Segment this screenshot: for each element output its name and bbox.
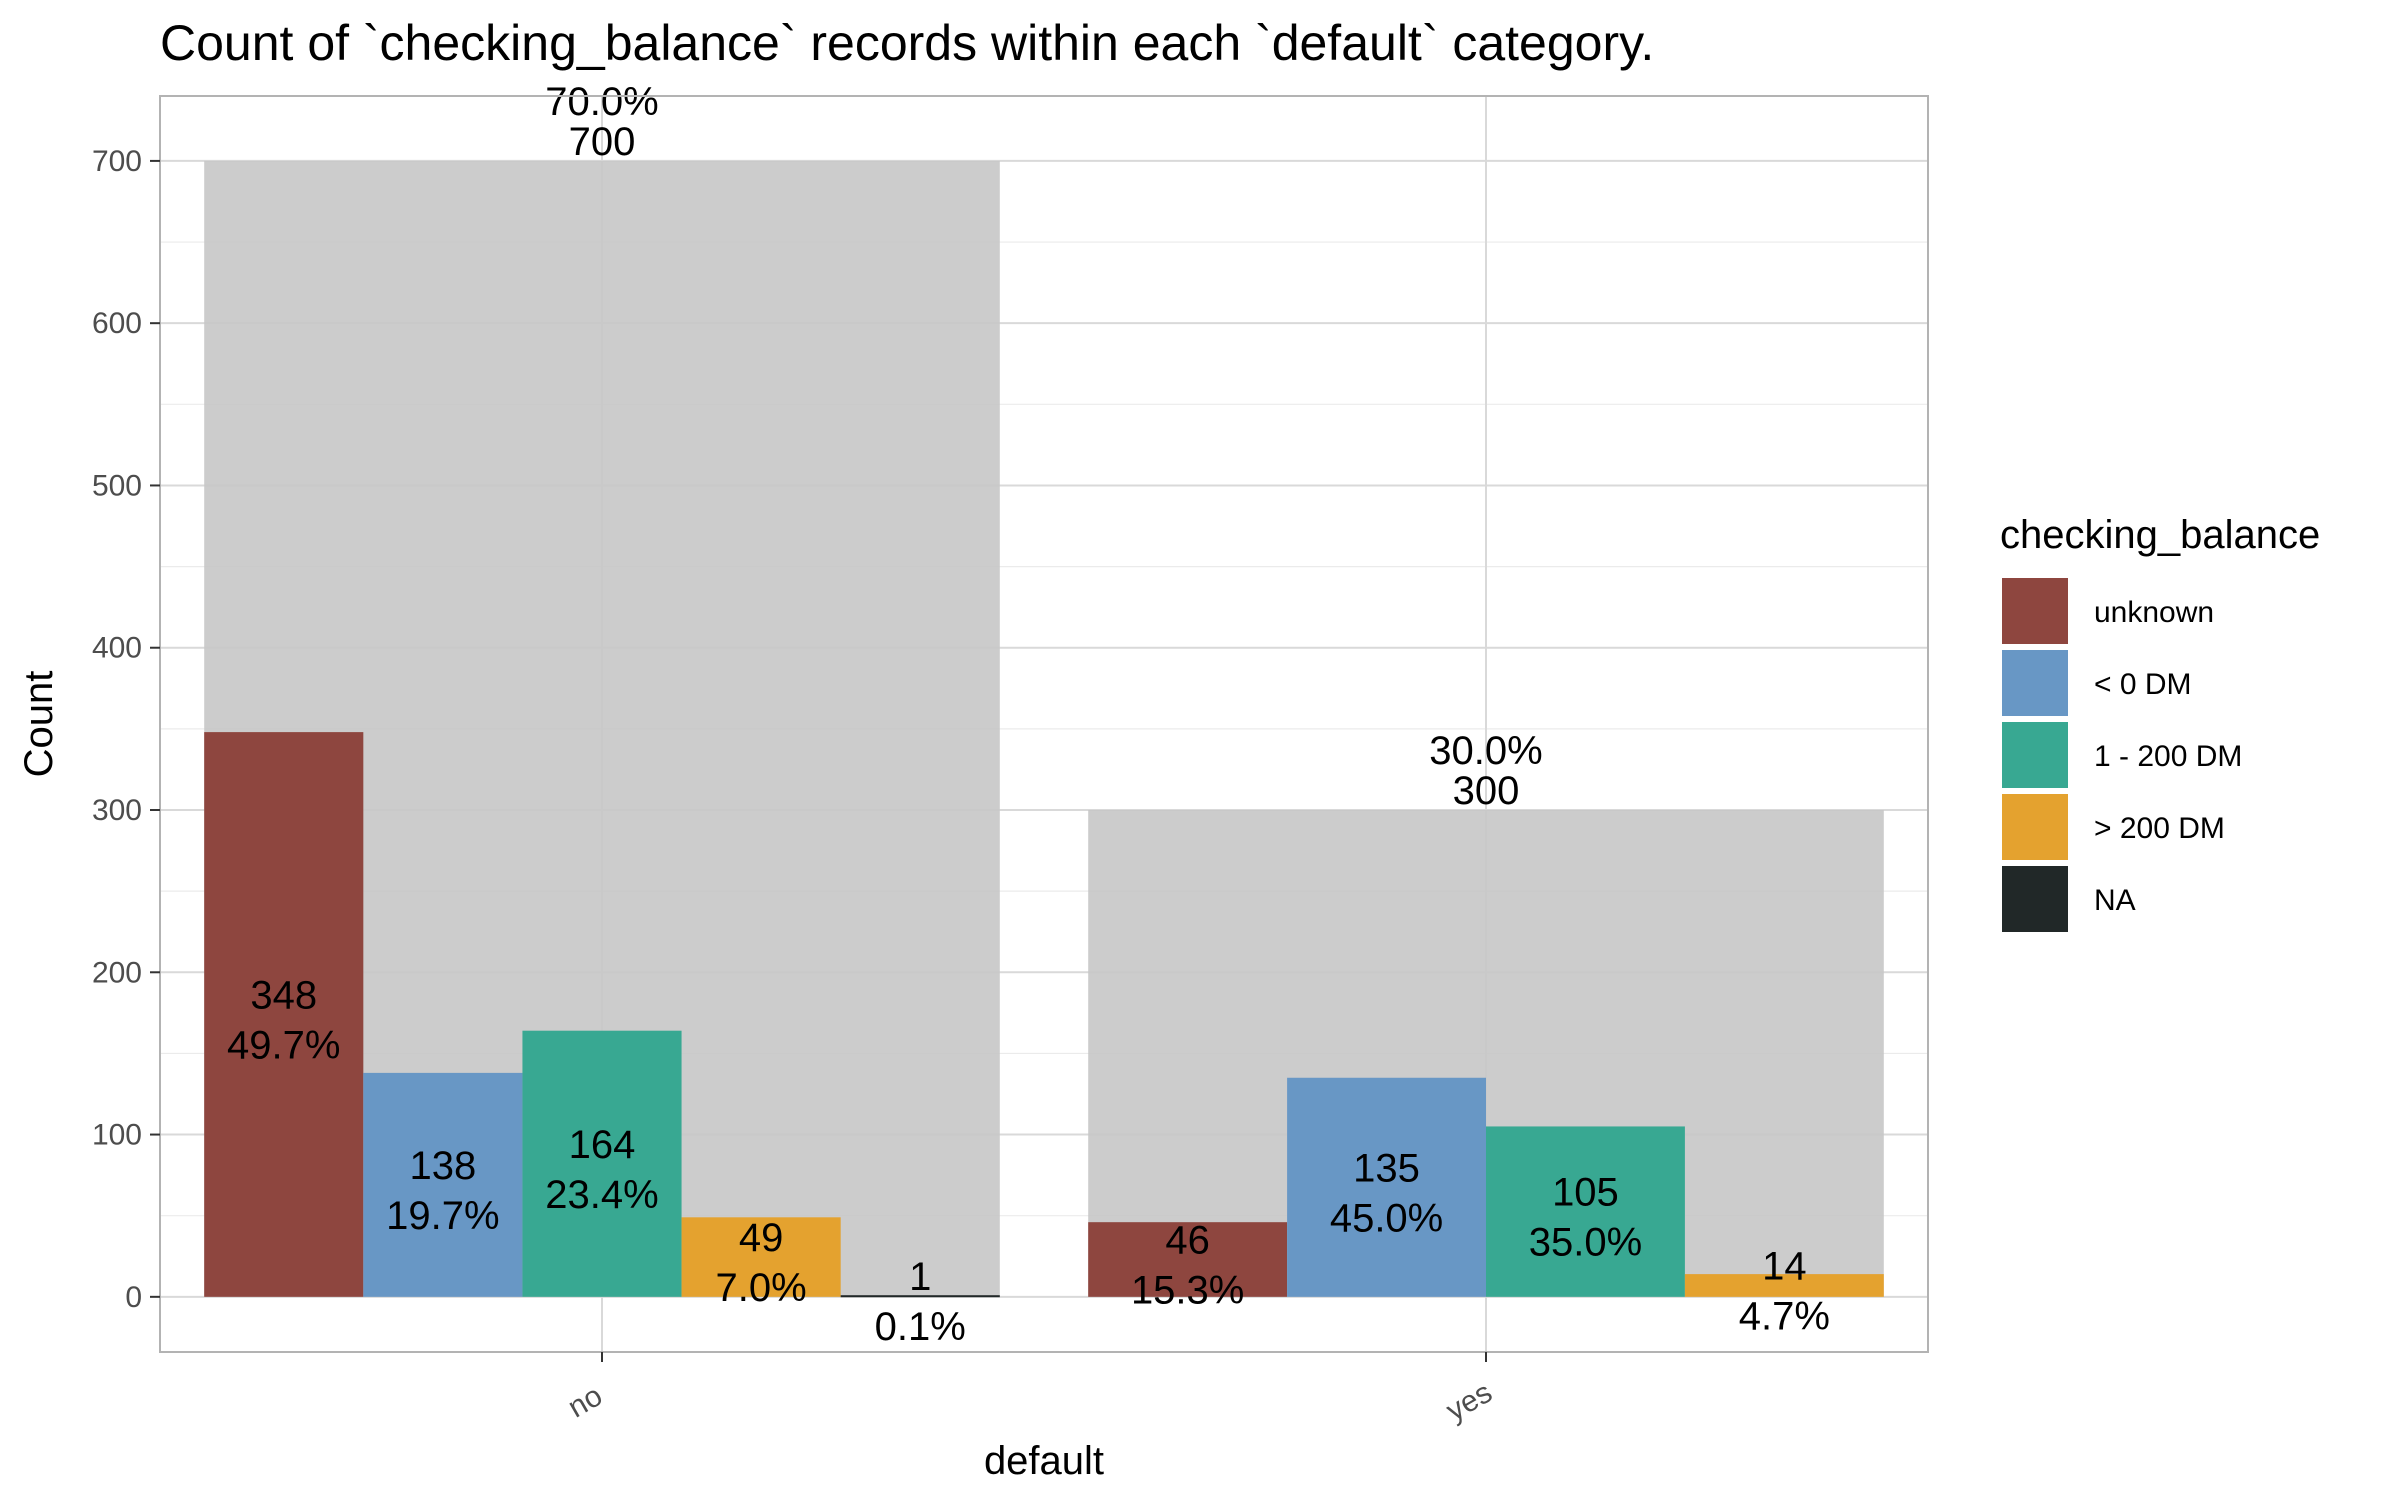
total-label-percent: 30.0% [1429,729,1542,773]
bar-yes-1-200-dm [1486,1126,1685,1297]
data-label-value: 105 [1552,1171,1619,1215]
legend-swatch [2002,866,2068,932]
bar-no-1-200-dm [522,1030,682,1297]
y-axis-title: Count [17,671,61,778]
y-tick-label: 600 [92,307,142,340]
data-label-value: 49 [739,1216,784,1260]
chart-title: Count of `checking_balance` records with… [160,15,1654,71]
legend-label: 1 - 200 DM [2094,740,2242,773]
bar-no-na [840,1295,1000,1298]
data-label-value: 1 [909,1255,931,1299]
data-label-value: 14 [1762,1244,1807,1288]
data-label-value: 348 [250,973,317,1017]
total-label-percent: 70.0% [545,80,658,124]
legend-label: < 0 DM [2094,668,2192,701]
y-tick-label: 700 [92,145,142,178]
y-tick-label: 0 [125,1281,142,1314]
x-tick-label-no: no [563,1379,608,1424]
legend-swatch [2002,650,2068,716]
x-tick-label-yes: yes [1441,1376,1498,1428]
data-label-percent: 0.1% [875,1305,966,1349]
data-label-value: 164 [569,1123,636,1167]
legend-title: checking_balance [2000,513,2320,557]
data-label-percent: 49.7% [227,1023,340,1067]
data-label-percent: 35.0% [1529,1221,1642,1265]
legend-swatch [2002,794,2068,860]
y-tick-label: 300 [92,794,142,827]
data-label-percent: 7.0% [716,1266,807,1310]
data-label-value: 135 [1353,1146,1420,1190]
bar-yes--0-dm [1287,1077,1486,1297]
y-tick-label: 500 [92,469,142,502]
data-label-percent: 4.7% [1739,1294,1830,1338]
x-axis-title: default [984,1439,1104,1483]
bar-no--200-dm [681,1217,841,1297]
y-tick-label: 200 [92,956,142,989]
y-tick-label: 100 [92,1119,142,1152]
legend-swatch [2002,578,2068,644]
data-label-value: 46 [1165,1219,1210,1263]
legend-label: > 200 DM [2094,812,2225,845]
data-label-percent: 19.7% [386,1194,499,1238]
plot-panel-border [159,95,1929,1353]
total-label-value: 700 [569,120,636,164]
data-label-value: 138 [410,1144,477,1188]
legend-swatch [2002,722,2068,788]
legend-label: unknown [2094,596,2214,629]
series-bars [204,732,1884,1298]
data-label-percent: 15.3% [1131,1269,1244,1313]
y-tick-label: 400 [92,632,142,665]
legend-label: NA [2094,884,2136,917]
bar-yes-unknown [1088,1222,1288,1297]
bar-yes--200-dm [1684,1274,1884,1297]
data-labels: 348 49.7% 138 19.7% 164 23.4% 49 7.0% 1 0.1% 46 15.… [227,80,1830,1349]
bar-no-unknown [204,732,364,1297]
bar-no--0-dm [363,1072,523,1297]
data-label-percent: 23.4% [545,1173,658,1217]
total-label-value: 300 [1453,769,1520,813]
data-label-percent: 45.0% [1330,1196,1443,1240]
